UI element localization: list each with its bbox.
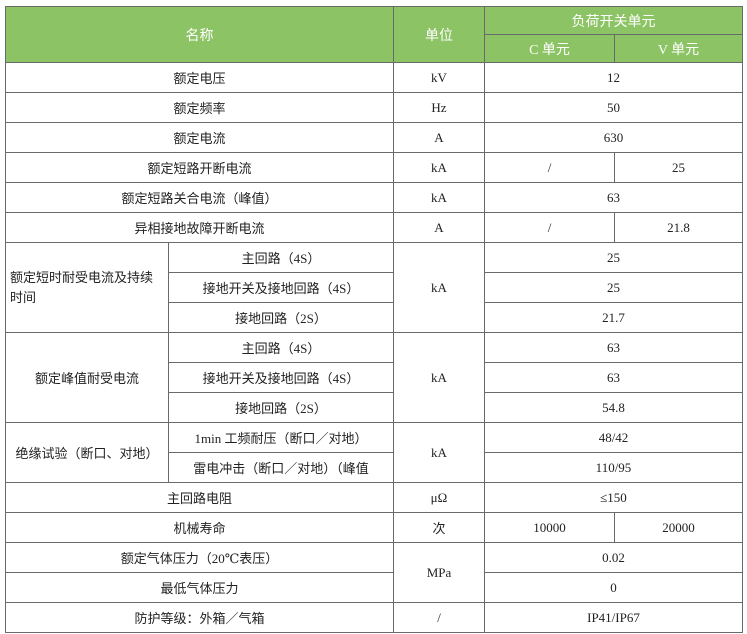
group-name: 额定短时耐受电流及持续时间	[5, 242, 169, 333]
table-row: 主回路电阻 μΩ ≤150	[5, 482, 743, 513]
param-value: 63	[484, 332, 743, 363]
param-v-value: 20000	[614, 512, 743, 543]
param-name: 额定频率	[5, 92, 394, 123]
header-unit: 单位	[393, 6, 485, 63]
param-unit: kA	[393, 152, 485, 183]
param-name: 异相接地故障开断电流	[5, 212, 394, 243]
sub-param-name: 雷电冲击（断口／对地）（峰值	[168, 452, 394, 483]
param-name: 额定电流	[5, 122, 394, 153]
param-value: 0	[484, 572, 743, 603]
header-name: 名称	[5, 6, 394, 63]
param-unit: Hz	[393, 92, 485, 123]
param-unit: A	[393, 122, 485, 153]
param-value: IP41/IP67	[484, 602, 743, 633]
param-name: 最低气体压力	[5, 572, 394, 603]
param-unit: 次	[393, 512, 485, 543]
param-c-value: /	[484, 212, 615, 243]
param-c-value: 10000	[484, 512, 615, 543]
table-row: 接地开关及接地回路（4S） 25	[6, 272, 743, 303]
param-name: 主回路电阻	[5, 482, 394, 513]
sub-param-name: 主回路（4S）	[168, 332, 394, 363]
param-unit: kA	[393, 182, 485, 213]
table-row: 雷电冲击（断口／对地）（峰值 110/95	[6, 452, 743, 483]
param-value: 63	[484, 182, 743, 213]
table-row: 额定电压 kV 12	[5, 62, 743, 93]
table-row: 额定电流 A 630	[5, 122, 743, 153]
param-name: 额定电压	[5, 62, 394, 93]
param-value: 12	[484, 62, 743, 93]
param-unit: kA	[393, 242, 485, 333]
param-unit: A	[393, 212, 485, 243]
table-row: 接地回路（2S） 54.8	[6, 392, 743, 423]
table-row: 额定短时耐受电流及持续时间 主回路（4S） kA 25	[5, 242, 743, 333]
param-unit: kA	[393, 332, 485, 423]
header-c-unit: C 单元	[484, 34, 615, 63]
sub-param-name: 接地开关及接地回路（4S）	[168, 362, 394, 393]
param-v-value: 25	[614, 152, 743, 183]
table-row: 额定峰值耐受电流 主回路（4S） kA 63	[5, 332, 743, 423]
param-name: 防护等级：外箱／气箱	[5, 602, 394, 633]
sub-param-name: 接地回路（2S）	[168, 392, 394, 423]
table-row: 防护等级：外箱／气箱 / IP41/IP67	[5, 602, 743, 633]
header-v-unit: V 单元	[614, 34, 743, 63]
param-unit: /	[393, 602, 485, 633]
table-row: 绝缘试验（断口、对地） 1min 工频耐压（断口／对地） kA 48/42	[5, 422, 743, 483]
param-unit: kA	[393, 422, 485, 483]
group-name: 绝缘试验（断口、对地）	[5, 422, 169, 483]
param-name: 机械寿命	[5, 512, 394, 543]
sub-param-name: 主回路（4S）	[168, 242, 394, 273]
param-name: 额定短路开断电流	[5, 152, 394, 183]
table-row: 额定短路关合电流（峰值） kA 63	[5, 182, 743, 213]
table-row: 接地开关及接地回路（4S） 63	[6, 362, 743, 393]
param-value: ≤150	[484, 482, 743, 513]
header-row: C 单元 V 单元	[6, 34, 743, 63]
param-unit: kV	[393, 62, 485, 93]
header-switch-unit: 负荷开关单元	[484, 6, 743, 35]
table-row: 接地回路（2S） 21.7	[6, 302, 743, 333]
param-unit: μΩ	[393, 482, 485, 513]
param-value: 48/42	[484, 422, 743, 453]
param-value: 25	[484, 272, 743, 303]
sub-param-name: 接地回路（2S）	[168, 302, 394, 333]
param-value: 50	[484, 92, 743, 123]
header-row: 名称 单位 负荷开关单元	[5, 6, 743, 63]
param-name: 额定短路关合电流（峰值）	[5, 182, 394, 213]
table-row: 机械寿命次 10000 20000	[5, 512, 743, 543]
param-value: 110/95	[484, 452, 743, 483]
param-name: 额定气体压力（20℃表压）	[5, 542, 394, 573]
param-value: 54.8	[484, 392, 743, 423]
sub-param-name: 接地开关及接地回路（4S）	[168, 272, 394, 303]
table-row: 额定频率 Hz 50	[5, 92, 743, 123]
sub-param-name: 1min 工频耐压（断口／对地）	[168, 422, 394, 453]
param-unit: MPa	[393, 542, 485, 603]
param-value: 630	[484, 122, 743, 153]
group-name: 额定峰值耐受电流	[5, 332, 169, 423]
table-row: 异相接地故障开断电流 A/21.8	[5, 212, 743, 243]
param-v-value: 21.8	[614, 212, 743, 243]
table-row: 额定气体压力（20℃表压） MPa 0.02	[5, 542, 743, 603]
param-value: 21.7	[484, 302, 743, 333]
spec-table: 名称 单位 负荷开关单元 C 单元 V 单元 额定电压 kV 12 额定频率 Hz 50…	[5, 6, 743, 633]
table-row: 最低气体压力 0	[5, 572, 743, 603]
param-value: 25	[484, 242, 743, 273]
param-value: 0.02	[484, 542, 743, 573]
table-row: 额定短路开断电流 kA/25	[5, 152, 743, 183]
param-c-value: /	[484, 152, 615, 183]
param-value: 63	[484, 362, 743, 393]
